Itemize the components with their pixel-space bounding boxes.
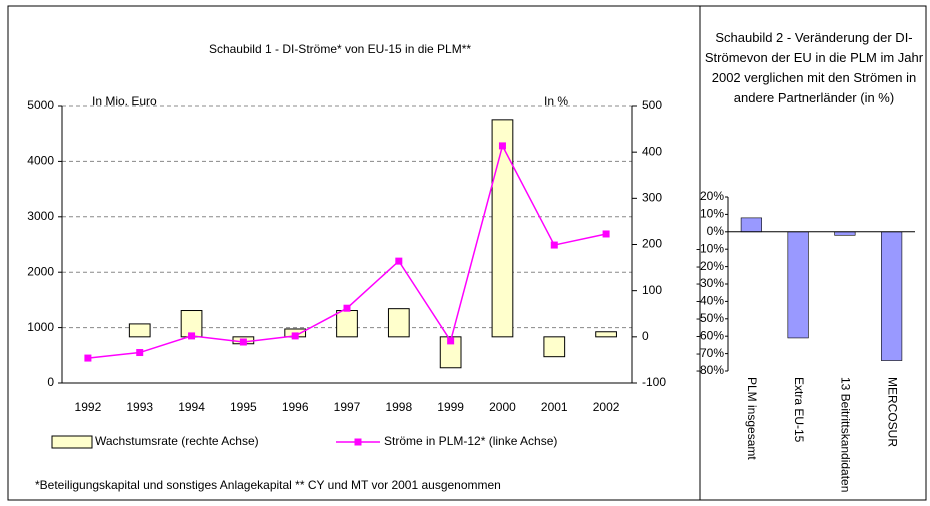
- x-tick-label: 1996: [282, 400, 309, 414]
- panel-1: [7, 5, 701, 501]
- bar: [595, 331, 617, 338]
- x-tick-label: 1995: [230, 400, 257, 414]
- x-tick-label: 2001: [541, 400, 568, 414]
- x-tick-label: 13 Beitrittskandidaten: [839, 377, 853, 492]
- bar: [439, 336, 462, 369]
- bar: [336, 310, 358, 338]
- bar: [740, 217, 762, 233]
- marker: [291, 332, 299, 340]
- marker: [188, 332, 196, 340]
- y2-axis-label: In %: [544, 94, 568, 108]
- legend-label: Wachstumsrate (rechte Achse): [95, 434, 259, 448]
- marker: [343, 304, 351, 312]
- y-tick-label: 20%: [700, 189, 724, 203]
- y2-tick-label: 200: [642, 237, 662, 251]
- y-tick-label: 10%: [700, 207, 724, 221]
- y-tick-label: -60%: [696, 328, 724, 342]
- x-tick-label: 2000: [489, 400, 516, 414]
- y-tick-label: 4000: [27, 154, 54, 168]
- x-tick-label: 1994: [178, 400, 205, 414]
- bar: [787, 231, 809, 339]
- y-axis-label: In Mio. Euro: [92, 94, 157, 108]
- bar: [491, 119, 514, 338]
- y2-tick-label: -100: [642, 375, 666, 389]
- y-tick-label: 1000: [27, 320, 54, 334]
- panel-2: [699, 5, 927, 501]
- y2-tick-label: 300: [642, 191, 662, 205]
- marker: [395, 257, 403, 265]
- y-tick-label: 3000: [27, 209, 54, 223]
- chart-title: Schaubild 2 - Veränderung der DI-Strömev…: [704, 30, 924, 105]
- marker: [84, 354, 92, 362]
- x-tick-label: 1992: [75, 400, 102, 414]
- marker: [498, 142, 506, 150]
- y-tick-label: 0: [47, 375, 54, 389]
- y-tick-label: -30%: [696, 276, 724, 290]
- marker: [602, 230, 610, 238]
- bar: [834, 231, 856, 236]
- y2-tick-label: 400: [642, 144, 662, 158]
- x-tick-label: MERCOSUR: [885, 377, 899, 447]
- legend-swatch: [354, 438, 362, 446]
- y2-tick-label: 0: [642, 329, 649, 343]
- footnote: *Beteiligungskapital und sonstiges Anlag…: [35, 478, 501, 492]
- x-tick-label: 2002: [593, 400, 620, 414]
- x-tick-label: 1993: [126, 400, 153, 414]
- legend-swatch: [51, 435, 93, 449]
- x-tick-label: 1999: [437, 400, 464, 414]
- y2-tick-label: 100: [642, 283, 662, 297]
- bar: [543, 336, 566, 358]
- y-tick-label: 0%: [707, 224, 725, 238]
- y2-tick-label: 500: [642, 98, 662, 112]
- legend-label: Ströme in PLM-12* (linke Achse): [384, 434, 557, 448]
- marker: [239, 338, 247, 346]
- y-tick-label: -50%: [696, 311, 724, 325]
- marker: [136, 349, 144, 357]
- marker: [447, 337, 455, 345]
- x-tick-label: PLM insgesamt: [745, 377, 759, 460]
- y-tick-label: -20%: [696, 259, 724, 273]
- x-tick-label: 1997: [334, 400, 361, 414]
- y-tick-label: -40%: [696, 294, 724, 308]
- y-tick-label: -80%: [696, 363, 724, 377]
- y-tick-label: 2000: [27, 264, 54, 278]
- bar: [128, 323, 151, 338]
- y-tick-label: -70%: [696, 346, 724, 360]
- x-tick-label: Extra EU-15: [792, 377, 806, 443]
- bar: [881, 231, 903, 361]
- y-tick-label: 5000: [27, 98, 54, 112]
- y-tick-label: -10%: [696, 241, 724, 255]
- bar: [387, 308, 410, 338]
- marker: [550, 241, 558, 249]
- x-tick-label: 1998: [385, 400, 412, 414]
- chart-title: Schaubild 1 - DI-Ströme* von EU-15 in di…: [209, 42, 471, 56]
